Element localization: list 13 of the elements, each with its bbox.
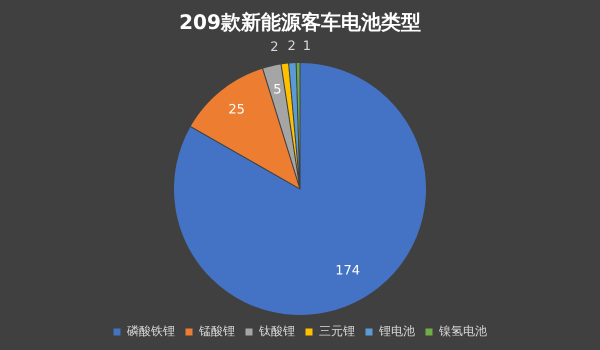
legend-label: 镍氢电池 bbox=[438, 324, 487, 338]
data-label: 5 bbox=[273, 82, 282, 98]
data-label: 2 bbox=[288, 39, 296, 54]
legend-label: 三元锂 bbox=[319, 324, 355, 338]
data-label: 1 bbox=[302, 38, 312, 54]
data-label: 25 bbox=[228, 102, 245, 118]
legend-label: 磷酸铁锂 bbox=[126, 324, 175, 338]
legend-label: 钛酸锂 bbox=[258, 324, 295, 338]
legend-label: 锂电池 bbox=[378, 324, 415, 338]
legend-label: 锰酸锂 bbox=[198, 324, 235, 338]
data-label: 174 bbox=[335, 263, 360, 278]
chart-title: 209款新能源客车电池类型 bbox=[179, 10, 421, 34]
data-label: 2 bbox=[270, 40, 279, 55]
